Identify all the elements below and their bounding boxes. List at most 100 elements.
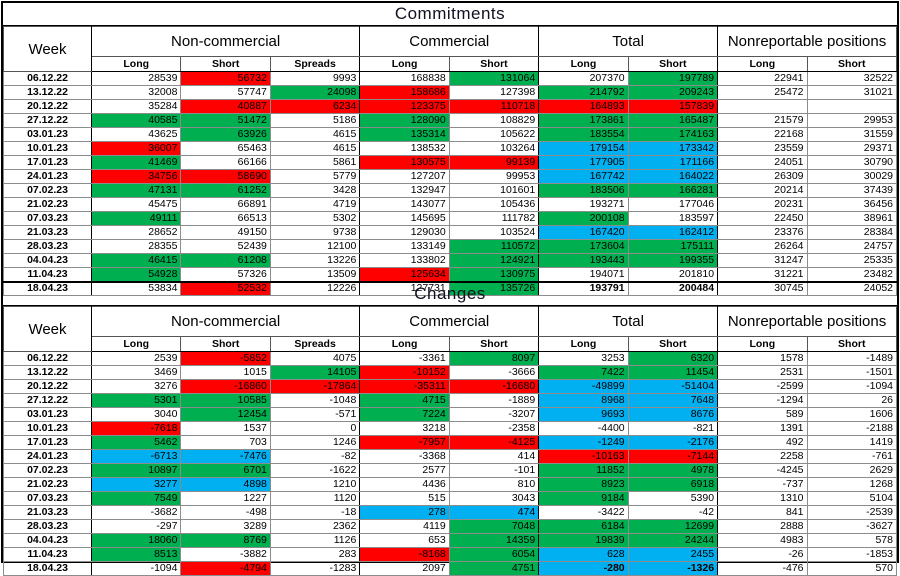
week-cell: 06.12.22 xyxy=(3,351,92,366)
table-cell: -51404 xyxy=(627,379,719,394)
table-cell: 6320 xyxy=(627,351,719,366)
table-cell: 54928 xyxy=(90,267,182,282)
table-cell: 133149 xyxy=(359,239,450,254)
week-cell: 07.02.23 xyxy=(3,463,92,478)
table-cell: 99139 xyxy=(448,155,540,170)
week-cell: 28.03.23 xyxy=(3,519,92,534)
table-cell: 199355 xyxy=(627,253,719,268)
table-cell: 6701 xyxy=(180,463,271,478)
table-cell: 130575 xyxy=(359,155,450,170)
table-cell: 2362 xyxy=(269,519,361,534)
table-cell: 166281 xyxy=(627,183,719,198)
table-cell: 29371 xyxy=(806,141,897,156)
table-cell: 7648 xyxy=(627,393,719,408)
table-cell: -18 xyxy=(269,505,361,520)
table-cell: 841 xyxy=(717,505,808,520)
table-cell: 45475 xyxy=(90,197,182,212)
table-row: 03.01.23 43625 63926 4615 135314 105622 183554… xyxy=(3,127,897,142)
table-cell: -3368 xyxy=(359,449,450,464)
week-cell: 10.01.23 xyxy=(3,421,92,436)
week-cell: 13.12.22 xyxy=(3,85,92,100)
table-cell: 13509 xyxy=(269,267,361,282)
table-cell: 6234 xyxy=(269,99,361,114)
week-header: Week xyxy=(3,306,92,352)
table-cell: -7957 xyxy=(359,435,450,450)
table-cell: -2188 xyxy=(806,421,897,436)
table-cell: 34756 xyxy=(90,169,182,184)
table-cell: -1853 xyxy=(806,547,897,562)
table-cell: 5104 xyxy=(806,491,897,506)
table-cell: 4978 xyxy=(627,463,719,478)
table-cell: -1489 xyxy=(806,351,897,366)
table-cell: 110718 xyxy=(448,99,540,114)
table-cell: 810 xyxy=(448,477,540,492)
table-cell: 40585 xyxy=(90,113,182,128)
table-cell: 8968 xyxy=(538,393,629,408)
table-cell: 66891 xyxy=(180,197,271,212)
table-cell: 18060 xyxy=(90,533,182,548)
table-row: 07.02.23 47131 61252 3428 132947 101601 183506… xyxy=(3,183,897,198)
week-cell: 20.12.22 xyxy=(3,99,92,114)
table-cell: 3277 xyxy=(90,477,182,492)
table-cell: 12699 xyxy=(627,519,719,534)
table-cell: 414 xyxy=(448,449,540,464)
table-cell: -7476 xyxy=(180,449,271,464)
table-cell: 4075 xyxy=(269,351,361,366)
table-cell: 110572 xyxy=(448,239,540,254)
table-cell: 4615 xyxy=(269,127,361,142)
table-cell: 173861 xyxy=(538,113,629,128)
table-cell: 10585 xyxy=(180,393,271,408)
table-cell: -3361 xyxy=(359,351,450,366)
table-cell: 61252 xyxy=(180,183,271,198)
table-cell: -3422 xyxy=(538,505,629,520)
group-noncommercial: Non-commercial xyxy=(90,26,361,57)
table-cell: 1310 xyxy=(717,491,808,506)
table-cell: -737 xyxy=(717,477,808,492)
table-row: 28.03.23 28355 52439 12100 133149 110572 17360… xyxy=(3,239,897,254)
week-cell: 21.03.23 xyxy=(3,505,92,520)
table-cell: 22941 xyxy=(717,71,808,86)
table-cell: 49111 xyxy=(90,211,182,226)
week-cell: 28.03.23 xyxy=(3,239,92,254)
table-cell: 1578 xyxy=(717,351,808,366)
table-cell: 474 xyxy=(448,505,540,520)
table-cell: 167742 xyxy=(538,169,629,184)
subheader-short: Short xyxy=(806,336,897,352)
week-cell: 21.03.23 xyxy=(3,225,92,240)
group-total: Total xyxy=(538,26,719,57)
table-cell: -4125 xyxy=(448,435,540,450)
table-cell: 25335 xyxy=(806,253,897,268)
table-cell: -571 xyxy=(269,407,361,422)
week-cell: 11.04.23 xyxy=(3,267,92,282)
table-cell: 1120 xyxy=(269,491,361,506)
table-cell: 105622 xyxy=(448,127,540,142)
table-cell: 128090 xyxy=(359,113,450,128)
table-cell: 5861 xyxy=(269,155,361,170)
table-cell: 132947 xyxy=(359,183,450,198)
week-cell: 24.01.23 xyxy=(3,449,92,464)
table-row: 11.04.23 54928 57326 13509 125634 130975 19407… xyxy=(3,267,897,282)
table-cell: 589 xyxy=(717,407,808,422)
table-cell: 66166 xyxy=(180,155,271,170)
table-cell: 3253 xyxy=(538,351,629,366)
table-cell: 26309 xyxy=(717,169,808,184)
table-row: 24.01.23 34756 58690 5779 127207 99953 167742 1… xyxy=(3,169,897,184)
table-row: 21.03.23 -3682 -498 -18 278 474 -3422 -42 841 -25… xyxy=(3,505,897,520)
table-cell: 4119 xyxy=(359,519,450,534)
week-cell: 20.12.22 xyxy=(3,379,92,394)
table-cell: -2176 xyxy=(627,435,719,450)
table-cell: -821 xyxy=(627,421,719,436)
table-cell: 46415 xyxy=(90,253,182,268)
table-cell: 8923 xyxy=(538,477,629,492)
group-nonreportable: Nonreportable positions xyxy=(717,306,897,337)
table-cell: 3040 xyxy=(90,407,182,422)
table-cell: 130975 xyxy=(448,267,540,282)
table-cell: 1391 xyxy=(717,421,808,436)
table-cell: 164022 xyxy=(627,169,719,184)
table-cell: 167420 xyxy=(538,225,629,240)
table-cell: 1015 xyxy=(180,365,271,380)
subheader-short: Short xyxy=(806,56,897,72)
week-cell: 21.02.23 xyxy=(3,477,92,492)
changes-title: Changes xyxy=(3,283,897,306)
table-cell: 193443 xyxy=(538,253,629,268)
